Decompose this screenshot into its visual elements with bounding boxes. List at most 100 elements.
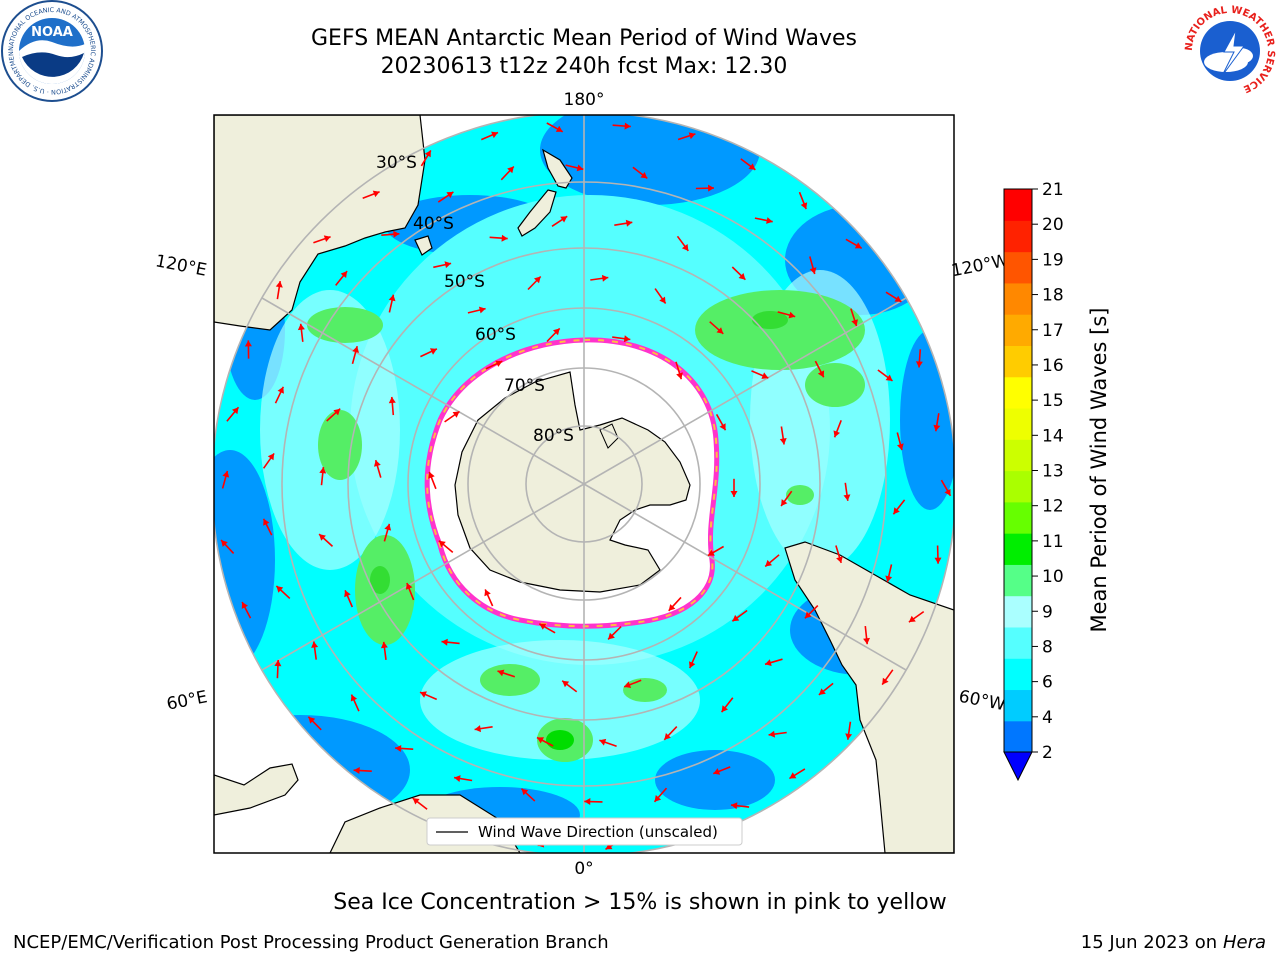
wind-wave-arrow-head <box>491 131 498 139</box>
wind-wave-arrow-head <box>244 340 252 347</box>
colorbar-swatch <box>1004 720 1032 753</box>
colorbar-tick-label: 9 <box>1042 602 1053 622</box>
wind-wave-arrow-head <box>843 494 851 501</box>
colorbar-swatch <box>1004 251 1032 284</box>
wind-wave-arrow-head <box>495 360 503 367</box>
wind-wave-arrow-head <box>395 745 402 752</box>
wind-wave-arrow-head <box>761 372 769 379</box>
wind-wave-arrow-head <box>446 191 454 199</box>
wind-wave-arrow-head <box>721 705 728 713</box>
wind-wave-arrow-head <box>537 737 544 744</box>
colorbar-tick-label: 15 <box>1042 391 1064 411</box>
wind-wave-arrow-head <box>275 281 283 288</box>
wind-wave-arrow-head <box>599 738 607 746</box>
colorbar-swatch <box>1004 595 1032 628</box>
wind-wave-arrow-head <box>441 638 448 646</box>
wind-wave-arrow-head <box>232 407 239 415</box>
graticule <box>214 115 954 853</box>
wind-wave-arrow-head <box>344 590 351 598</box>
wind-wave-arrow-head <box>781 499 788 506</box>
wind-wave-arrow-head <box>944 488 951 496</box>
wind-wave-arrow-head <box>885 575 893 583</box>
colorbar-swatch <box>1004 626 1032 659</box>
wind-wave-arrow-head <box>893 507 900 515</box>
colorbar-swatch <box>1004 407 1032 440</box>
wind-wave-arrow-head <box>384 523 392 531</box>
wind-wave-arrow-head <box>560 216 568 223</box>
colorbar-swatch <box>1004 376 1032 409</box>
wind-wave-arrow-head <box>765 659 772 666</box>
wind-wave-arrow-head <box>882 677 889 685</box>
colorbar-tick-label: 13 <box>1042 462 1064 482</box>
wind-wave-arrow-head <box>267 453 275 461</box>
wind-wave-arrow-head <box>350 694 358 702</box>
ice-caption: Sea Ice Concentration > 15% is shown in … <box>333 890 947 915</box>
map-legend: Wind Wave Direction (unscaled) <box>426 817 743 846</box>
colorbar-tick-label: 11 <box>1042 532 1064 552</box>
wind-wave-arrow-head <box>263 518 270 526</box>
lat-label-50s: 50°S <box>444 272 485 292</box>
colorbar-swatch <box>1004 345 1032 378</box>
colorbar-tick-label: 6 <box>1042 673 1053 693</box>
wind-wave-arrow-head <box>311 641 319 648</box>
wind-wave-arrow-head <box>277 386 284 394</box>
footer-date-text: 15 Jun 2023 on <box>1080 932 1218 953</box>
wind-wave-arrow-head <box>308 716 316 724</box>
wind-wave-arrow-head <box>539 623 547 630</box>
wind-wave-arrow-head <box>748 163 756 170</box>
wind-wave-arrow-head <box>405 583 413 590</box>
wind-wave-arrow-head <box>534 276 541 284</box>
colorbar-tick-label: 10 <box>1042 567 1064 587</box>
wind-wave-arrow-head <box>845 733 853 740</box>
wind-wave-arrow-head <box>624 122 631 130</box>
wind-wave-arrow-head <box>719 423 726 431</box>
colorbar-tick-label: 8 <box>1042 637 1053 657</box>
wind-wave-arrow-head <box>393 230 400 238</box>
lat-label-30s: 30°S <box>376 153 417 173</box>
wind-wave-arrow-head <box>933 424 941 432</box>
wind-wave-arrow-head <box>380 641 388 649</box>
wind-wave-direction-arrows <box>220 122 952 850</box>
footer-date: 15 Jun 2023 on Hera <box>1081 932 1266 953</box>
wind-wave-arrow-head <box>222 470 230 478</box>
lon-label-0: 0° <box>574 859 593 879</box>
wind-wave-arrow-head <box>221 540 228 547</box>
colorbar-tick-label: 16 <box>1042 356 1064 376</box>
wind-wave-arrow-head <box>372 190 380 198</box>
wind-wave-arrow-head <box>738 273 746 280</box>
wind-wave-arrow-head <box>276 586 284 593</box>
colorbar-tick-label: 21 <box>1042 180 1064 200</box>
wind-wave-arrow-head <box>624 681 632 688</box>
wind-wave-arrow-head <box>555 125 563 132</box>
wind-wave-arrow-head <box>854 242 862 249</box>
wind-wave-arrow-head <box>388 294 396 302</box>
wind-wave-arrow-head <box>833 430 840 438</box>
wind-wave-arrow-head <box>885 374 893 381</box>
colorbar-tick-label: 12 <box>1042 497 1064 517</box>
wind-wave-arrow-head <box>501 234 508 242</box>
chart-title: GEFS MEAN Antarctic Mean Period of Wind … <box>311 26 857 51</box>
wind-wave-arrow-head <box>340 271 348 278</box>
wind-wave-arrow-head <box>601 274 609 282</box>
wind-wave-arrow-head <box>412 798 420 805</box>
wind-wave-arrow-head <box>297 323 305 331</box>
wind-wave-arrow-head <box>654 795 662 802</box>
wind-wave-arrow-head <box>681 244 689 251</box>
wind-wave-arrow-head <box>625 219 633 227</box>
wind-wave-arrow-head <box>897 443 904 451</box>
wind-wave-arrow-head <box>818 688 826 695</box>
wind-wave-arrow-head <box>507 166 514 174</box>
chart-subtitle: 20230613 t12z 240h fcst Max: 12.30 <box>380 54 788 79</box>
wind-wave-arrow-head <box>716 327 724 334</box>
wind-wave-arrow-head <box>553 328 560 336</box>
wind-wave-arrow-head <box>863 637 870 645</box>
wind-wave-arrow-head <box>789 772 797 779</box>
lon-label-60e: 60°E <box>165 687 209 714</box>
colorbar-label: Mean Period of Wind Waves [s] <box>1087 308 1111 633</box>
wind-wave-arrow-head <box>809 267 817 274</box>
colorbar-swatch <box>1004 658 1032 691</box>
wind-wave-arrow-head <box>676 372 683 380</box>
colorbar-swatch <box>1004 439 1032 472</box>
wind-wave-arrow-head <box>420 691 427 698</box>
wind-wave-arrow-head <box>836 556 843 563</box>
